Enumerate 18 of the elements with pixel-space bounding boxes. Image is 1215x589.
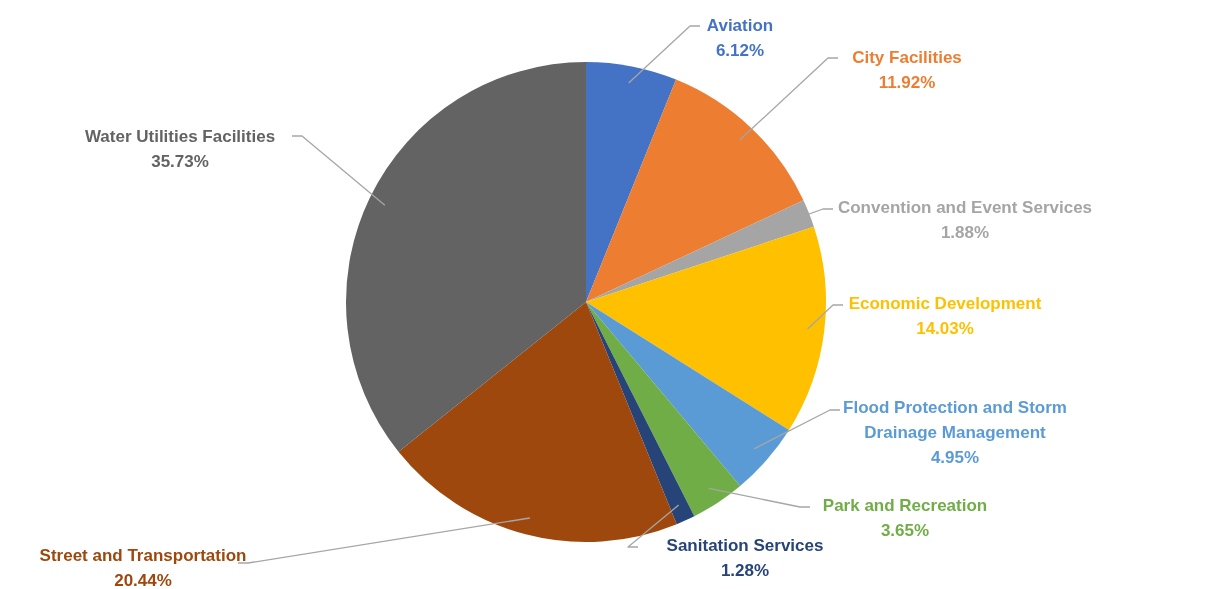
slice-label: Convention and Event Services (837, 198, 1093, 218)
slice-label: Park and Recreation (822, 496, 988, 516)
slice-label: Economic Development (848, 294, 1042, 314)
slice-label: Water Utilities Facilities (84, 127, 276, 147)
data-label: 4.95% (930, 448, 980, 468)
data-label: 1.28% (720, 561, 770, 581)
data-label: 3.65% (880, 521, 930, 541)
slice-label: Flood Protection and Storm Drainage Management (843, 398, 1067, 443)
slice-label: City Facilities (852, 48, 962, 68)
data-label: 11.92% (878, 73, 936, 93)
data-label: 1.88% (940, 223, 990, 243)
data-label: 6.12% (715, 41, 765, 61)
data-label: 35.73% (151, 152, 209, 172)
slice-label: Street and Transportation (39, 546, 247, 566)
data-label: 20.44% (114, 571, 172, 589)
data-label: 14.03% (916, 319, 974, 339)
slice-label: Aviation (706, 16, 774, 36)
slice-label: Sanitation Services (666, 536, 824, 556)
